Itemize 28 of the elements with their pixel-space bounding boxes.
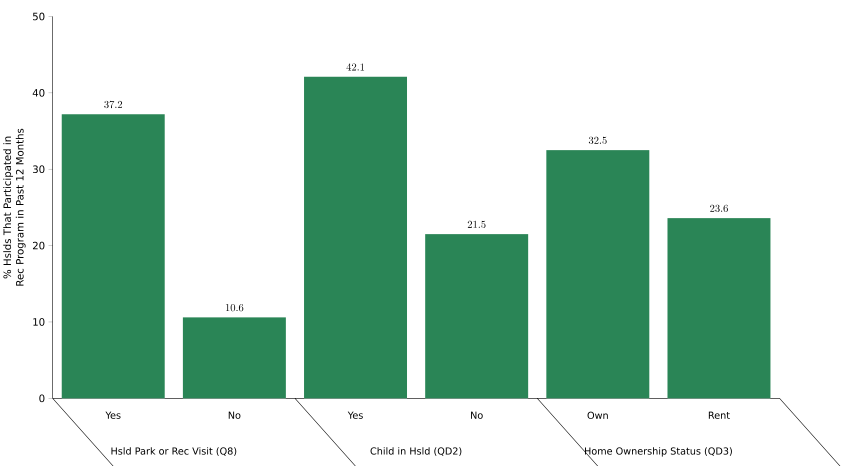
data-label: 23.6 xyxy=(710,204,728,212)
x-tick-label: Rent xyxy=(708,411,730,419)
y-tick-label: 0 xyxy=(39,394,44,402)
y-tick-label: 10 xyxy=(33,318,44,326)
bar xyxy=(425,234,528,398)
y-tick-label: 50 xyxy=(33,12,44,20)
text: Child in Hsld (QD2) xyxy=(370,446,462,456)
x-tick-label: Yes xyxy=(105,411,121,419)
text: Hsld Park or Rec Visit (Q8) xyxy=(111,446,236,456)
data-label: 42. 1 xyxy=(346,63,364,70)
x-tick-label: Yes xyxy=(348,411,363,419)
y-axis-title: % Hslds That Participated in Rec Program in Past 12 Months xyxy=(3,128,26,286)
data-label: 10.6 xyxy=(226,304,244,312)
y-tick-label: 20 xyxy=(32,242,44,250)
bar xyxy=(62,114,165,398)
x-tick-label: No xyxy=(471,411,483,419)
data-label: 21 .5 xyxy=(468,220,486,228)
y-tick-label: 30 xyxy=(32,165,44,173)
text: Home Ownership Status (QD3) xyxy=(585,446,732,456)
bar xyxy=(667,218,770,398)
bar xyxy=(304,76,408,398)
data-label: 37.2 xyxy=(104,100,122,108)
x-tick-label: No xyxy=(228,411,240,419)
y-tick-label: 40 xyxy=(32,88,44,96)
data-label: 32.5 xyxy=(588,136,607,144)
bar xyxy=(546,150,650,398)
bar xyxy=(182,317,286,398)
x-tick-label: Own xyxy=(588,411,608,419)
